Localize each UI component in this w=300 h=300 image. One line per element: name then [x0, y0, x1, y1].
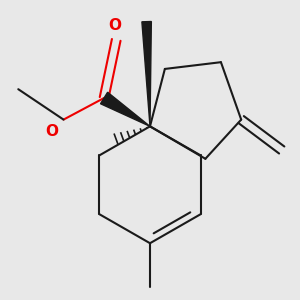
Polygon shape — [100, 92, 150, 126]
Text: O: O — [45, 124, 58, 139]
Text: O: O — [108, 17, 122, 32]
Polygon shape — [142, 22, 151, 126]
